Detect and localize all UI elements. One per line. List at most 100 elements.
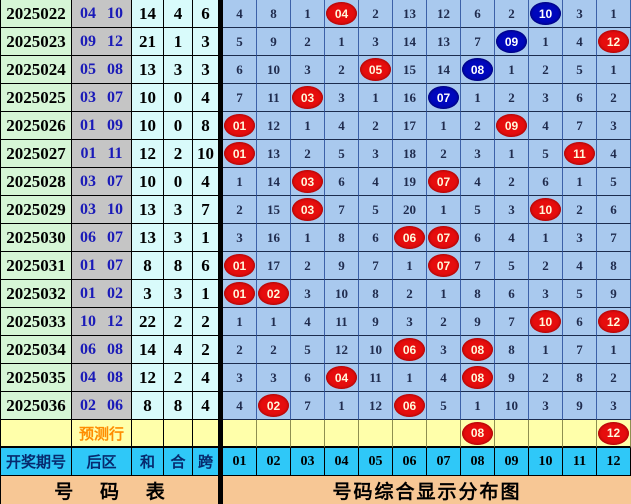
- prediction-grid-cell: [529, 420, 563, 448]
- grid-cell: 2: [257, 336, 291, 364]
- hit-circle-red: 04: [326, 366, 357, 389]
- number-header-cell: 10: [529, 448, 563, 476]
- sum-cell: 8: [132, 252, 164, 280]
- prediction-grid-cell: 12: [597, 420, 631, 448]
- grid-cell: 9: [359, 308, 393, 336]
- back-numbers-cell: 06 08: [72, 336, 132, 364]
- table-divider: [219, 336, 223, 364]
- hit-circle-red: 07: [428, 254, 459, 277]
- tail-cell: 8: [164, 392, 193, 420]
- sum-cell: 13: [132, 56, 164, 84]
- hit-circle-red: 04: [326, 2, 357, 25]
- grid-cell: 7: [291, 392, 325, 420]
- tail-cell: 0: [164, 84, 193, 112]
- hit-circle-red: 08: [462, 421, 493, 445]
- hit-circle-red: 07: [428, 170, 459, 193]
- grid-cell: 1: [393, 364, 427, 392]
- prediction-grid-cell: [359, 420, 393, 448]
- number-header-cell: 06: [393, 448, 427, 476]
- hit-circle-red: 07: [428, 226, 459, 249]
- tail-cell: 3: [164, 224, 193, 252]
- sum-cell: 12: [132, 364, 164, 392]
- period-column-header: 开奖期号: [1, 448, 72, 476]
- grid-cell: 5: [291, 336, 325, 364]
- tail-column-header: 合: [164, 448, 193, 476]
- grid-cell: 01: [223, 280, 257, 308]
- grid-cell: 10: [325, 280, 359, 308]
- grid-cell: 4: [495, 224, 529, 252]
- grid-cell: 13: [257, 140, 291, 168]
- prediction-grid-cell: [393, 420, 427, 448]
- period-cell: 2025027: [1, 140, 72, 168]
- grid-cell: 1: [291, 0, 325, 28]
- span-cell: 6: [193, 252, 219, 280]
- grid-cell: 02: [257, 392, 291, 420]
- grid-cell: 08: [461, 364, 495, 392]
- period-cell: 2025026: [1, 112, 72, 140]
- table-divider: [219, 112, 223, 140]
- span-cell: 3: [193, 28, 219, 56]
- prediction-grid-cell: [291, 420, 325, 448]
- number-header-cell: 03: [291, 448, 325, 476]
- table-row: 2025032 01 02 3 3 1 01 02 3 10 8 2 1 8 6 3 5 9: [1, 280, 631, 308]
- grid-cell: 3: [461, 140, 495, 168]
- grid-cell: 2: [563, 196, 597, 224]
- period-cell: 2025030: [1, 224, 72, 252]
- grid-cell: 8: [597, 252, 631, 280]
- prediction-grid-cell: [325, 420, 359, 448]
- grid-cell: 2: [495, 168, 529, 196]
- span-cell: 10: [193, 140, 219, 168]
- grid-cell: 2: [427, 308, 461, 336]
- grid-cell: 19: [393, 168, 427, 196]
- period-cell: 2025023: [1, 28, 72, 56]
- grid-cell: 3: [291, 280, 325, 308]
- back-numbers-cell: 10 12: [72, 308, 132, 336]
- grid-cell: 14: [427, 56, 461, 84]
- grid-cell: 3: [563, 0, 597, 28]
- grid-cell: 5: [597, 168, 631, 196]
- grid-cell: 2: [461, 112, 495, 140]
- number-header-cell: 07: [427, 448, 461, 476]
- grid-cell: 2: [291, 28, 325, 56]
- period-cell: 2025022: [1, 0, 72, 28]
- grid-cell: 4: [563, 252, 597, 280]
- grid-cell: 06: [393, 336, 427, 364]
- hit-circle-red: 01: [224, 142, 255, 165]
- table-row: 2025025 03 07 10 0 4 7 11 03 3 1 16 07 1 2 3 6 2: [1, 84, 631, 112]
- grid-cell: 3: [325, 84, 359, 112]
- grid-cell: 02: [257, 280, 291, 308]
- grid-cell: 1: [427, 112, 461, 140]
- grid-cell: 6: [597, 196, 631, 224]
- table-divider: [219, 84, 223, 112]
- back-numbers-cell: 05 08: [72, 56, 132, 84]
- grid-cell: 2: [529, 56, 563, 84]
- grid-cell: 2: [223, 196, 257, 224]
- tail-cell: 0: [164, 112, 193, 140]
- sum-cell: 8: [132, 392, 164, 420]
- prediction-grid-cell: [495, 420, 529, 448]
- grid-cell: 1: [393, 252, 427, 280]
- grid-cell: 6: [529, 168, 563, 196]
- grid-cell: 08: [461, 56, 495, 84]
- grid-cell: 7: [325, 196, 359, 224]
- grid-cell: 15: [257, 196, 291, 224]
- grid-cell: 4: [529, 112, 563, 140]
- grid-cell: 03: [291, 196, 325, 224]
- table-divider: [219, 56, 223, 84]
- grid-cell: 9: [563, 392, 597, 420]
- table-divider: [219, 392, 223, 420]
- sum-cell: 13: [132, 196, 164, 224]
- grid-cell: 6: [359, 224, 393, 252]
- grid-cell: 3: [359, 140, 393, 168]
- number-header-cell: 01: [223, 448, 257, 476]
- hit-circle-red: 09: [496, 114, 527, 137]
- grid-cell: 8: [257, 0, 291, 28]
- grid-cell: 9: [257, 28, 291, 56]
- grid-cell: 01: [223, 140, 257, 168]
- grid-cell: 5: [461, 196, 495, 224]
- hit-circle-blue: 07: [428, 86, 459, 109]
- period-cell: 2025032: [1, 280, 72, 308]
- back-numbers-cell: 04 08: [72, 364, 132, 392]
- grid-cell: 03: [291, 84, 325, 112]
